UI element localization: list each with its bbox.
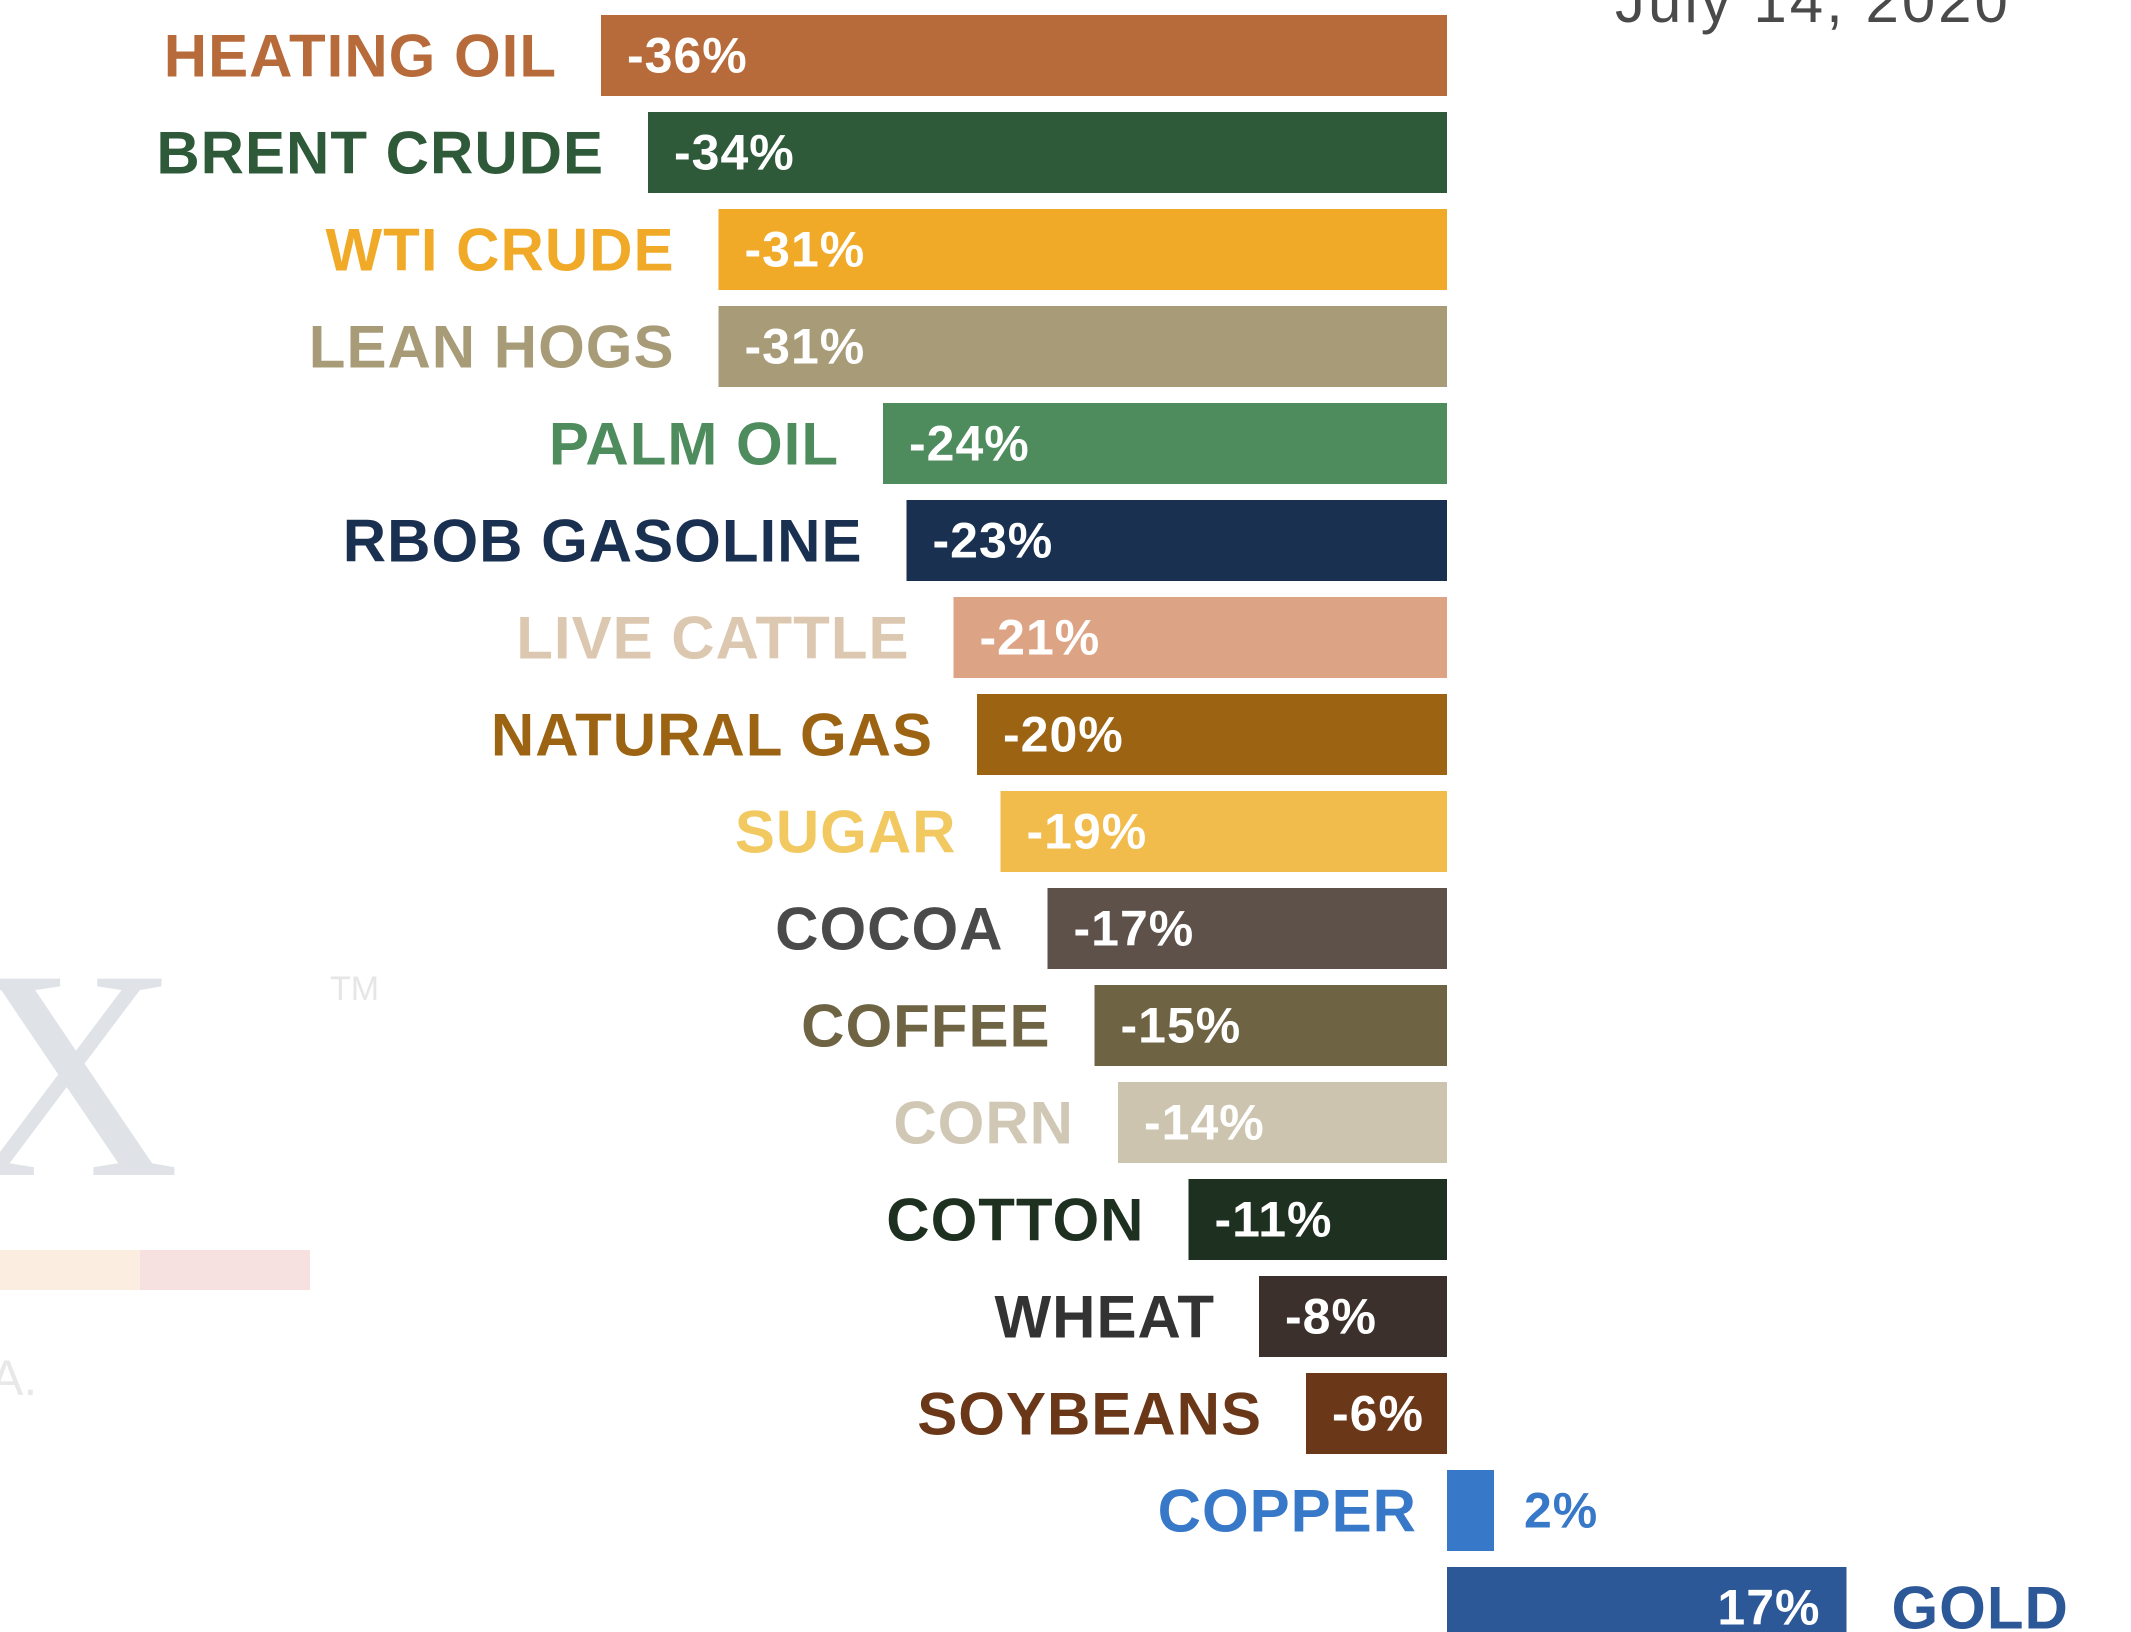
category-label-cotton: COTTON: [886, 1187, 1144, 1254]
category-label-wti-crude: WTI CRUDE: [326, 217, 675, 284]
value-label-rbob-gasoline: -23%: [933, 513, 1054, 569]
value-label-soybeans: -6%: [1332, 1386, 1424, 1442]
value-label-natural-gas: -20%: [1003, 707, 1124, 763]
value-label-live-cattle: -21%: [980, 610, 1101, 666]
category-label-lean-hogs: LEAN HOGS: [309, 314, 675, 381]
value-label-coffee: -15%: [1121, 998, 1242, 1054]
category-label-gold: GOLD: [1892, 1575, 2069, 1632]
value-label-lean-hogs: -31%: [745, 319, 866, 375]
category-label-corn: CORN: [893, 1090, 1074, 1157]
category-label-rbob-gasoline: RBOB GASOLINE: [343, 508, 863, 575]
watermark-fragment: A.: [0, 1350, 37, 1406]
value-label-cocoa: -17%: [1074, 901, 1195, 957]
category-label-heating-oil: HEATING OIL: [164, 23, 557, 90]
value-label-corn: -14%: [1144, 1095, 1265, 1151]
category-label-copper: COPPER: [1158, 1478, 1417, 1545]
watermark: eX TM A.: [0, 908, 379, 1406]
watermark-tm: TM: [330, 970, 379, 1008]
category-label-wheat: WHEAT: [994, 1284, 1215, 1351]
value-label-brent-crude: -34%: [674, 125, 795, 181]
watermark-stripe-orange: [0, 1250, 140, 1290]
category-label-soybeans: SOYBEANS: [917, 1381, 1262, 1448]
category-label-palm-oil: PALM OIL: [549, 411, 839, 478]
date-label: July 14, 2020: [1615, 0, 2011, 35]
category-label-natural-gas: NATURAL GAS: [491, 702, 933, 769]
category-label-cocoa: COCOA: [775, 896, 1003, 963]
value-label-copper: 2%: [1524, 1483, 1598, 1539]
watermark-text: eX: [0, 908, 180, 1240]
value-label-palm-oil: -24%: [909, 416, 1030, 472]
value-label-cotton: -11%: [1215, 1192, 1333, 1248]
watermark-stripe-red: [140, 1250, 310, 1290]
category-label-coffee: COFFEE: [801, 993, 1050, 1060]
bar-copper: [1447, 1470, 1494, 1551]
category-label-brent-crude: BRENT CRUDE: [156, 120, 604, 187]
value-label-sugar: -19%: [1027, 804, 1148, 860]
category-label-live-cattle: LIVE CATTLE: [516, 605, 909, 672]
category-label-sugar: SUGAR: [735, 799, 957, 866]
value-label-wti-crude: -31%: [745, 222, 866, 278]
value-label-gold: 17%: [1717, 1580, 1820, 1632]
value-label-wheat: -8%: [1285, 1289, 1377, 1345]
value-label-heating-oil: -36%: [627, 28, 748, 84]
